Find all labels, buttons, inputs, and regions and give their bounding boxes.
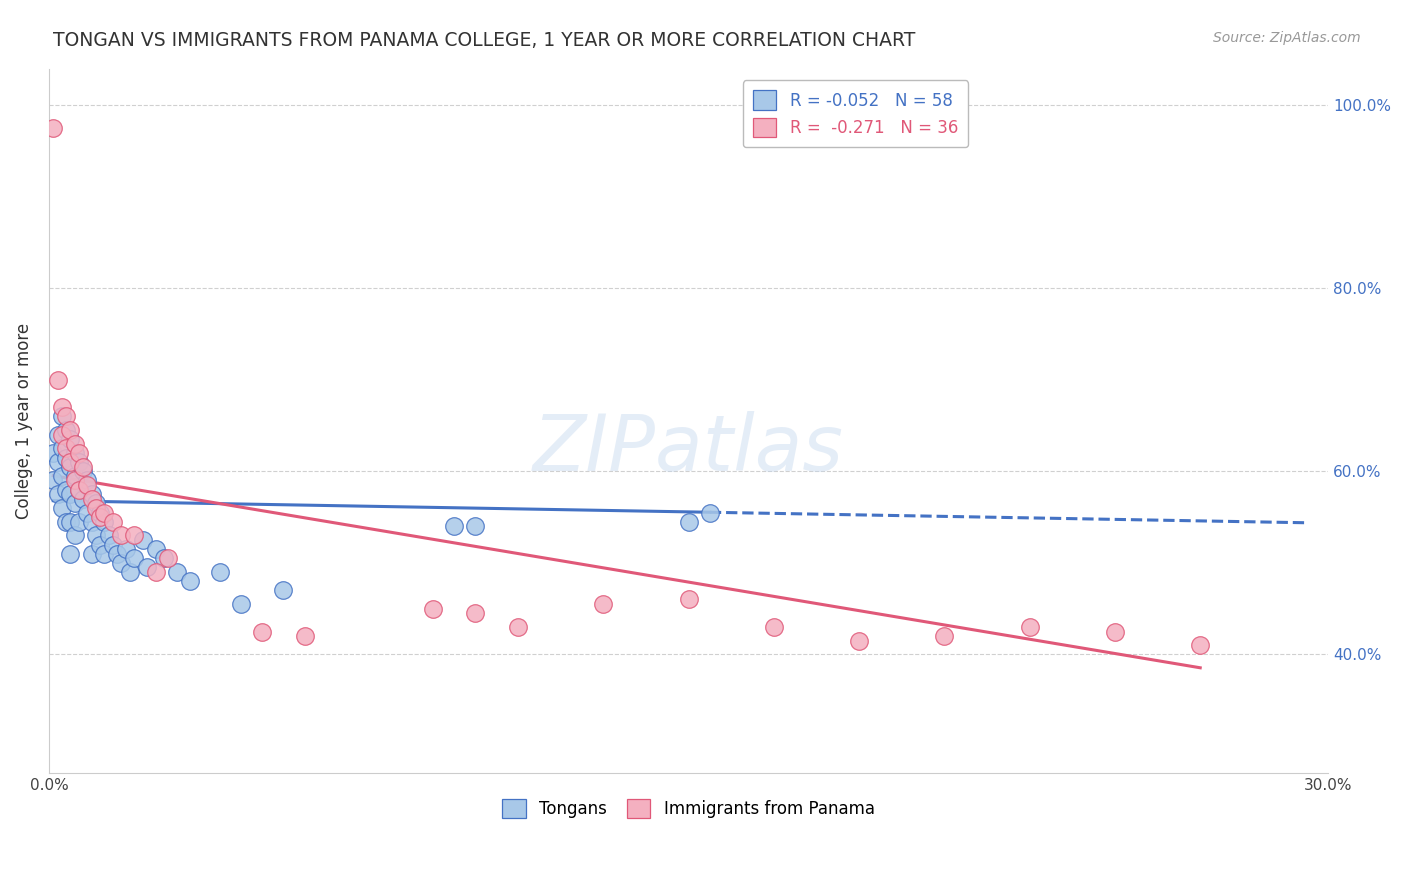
Point <box>110 556 132 570</box>
Point <box>122 551 145 566</box>
Point <box>84 528 107 542</box>
Point <box>59 459 82 474</box>
Point <box>89 537 111 551</box>
Point <box>55 423 77 437</box>
Point <box>145 565 167 579</box>
Point <box>464 519 486 533</box>
Point <box>46 455 69 469</box>
Point <box>294 629 316 643</box>
Point <box>97 528 120 542</box>
Point <box>46 487 69 501</box>
Point <box>80 547 103 561</box>
Point <box>67 446 90 460</box>
Point <box>118 565 141 579</box>
Point <box>1104 624 1126 639</box>
Point <box>114 542 136 557</box>
Point <box>42 121 65 136</box>
Point <box>51 500 73 515</box>
Point <box>59 423 82 437</box>
Point <box>93 506 115 520</box>
Point <box>84 496 107 510</box>
Point <box>84 500 107 515</box>
Point <box>1018 620 1040 634</box>
Point <box>101 537 124 551</box>
Point <box>76 506 98 520</box>
Point <box>132 533 155 547</box>
Point <box>46 427 69 442</box>
Text: Source: ZipAtlas.com: Source: ZipAtlas.com <box>1213 31 1361 45</box>
Point <box>506 620 529 634</box>
Point <box>145 542 167 557</box>
Point <box>67 483 90 497</box>
Point <box>51 442 73 456</box>
Point <box>55 442 77 456</box>
Point <box>76 474 98 488</box>
Point <box>72 491 94 506</box>
Point <box>51 401 73 415</box>
Point <box>72 464 94 478</box>
Point <box>63 528 86 542</box>
Point <box>443 519 465 533</box>
Point <box>67 515 90 529</box>
Point <box>678 515 700 529</box>
Point <box>122 528 145 542</box>
Point <box>101 515 124 529</box>
Point <box>250 624 273 639</box>
Point <box>208 565 231 579</box>
Point <box>55 483 77 497</box>
Point <box>762 620 785 634</box>
Point <box>46 373 69 387</box>
Point <box>59 547 82 561</box>
Point <box>80 491 103 506</box>
Point <box>93 547 115 561</box>
Point <box>42 446 65 460</box>
Point <box>59 487 82 501</box>
Point <box>80 515 103 529</box>
Y-axis label: College, 1 year or more: College, 1 year or more <box>15 323 32 519</box>
Point <box>93 515 115 529</box>
Point <box>80 487 103 501</box>
Text: ZIPatlas: ZIPatlas <box>533 411 844 487</box>
Point <box>464 606 486 620</box>
Point <box>89 510 111 524</box>
Point <box>63 496 86 510</box>
Point <box>166 565 188 579</box>
Point <box>105 547 128 561</box>
Point <box>89 506 111 520</box>
Point <box>51 409 73 424</box>
Point <box>63 446 86 460</box>
Point <box>59 432 82 446</box>
Point <box>55 515 77 529</box>
Point <box>67 455 90 469</box>
Point <box>848 633 870 648</box>
Point <box>51 427 73 442</box>
Point <box>273 583 295 598</box>
Point <box>157 551 180 566</box>
Point <box>592 597 614 611</box>
Point <box>229 597 252 611</box>
Point <box>110 528 132 542</box>
Point <box>1189 638 1212 652</box>
Point <box>76 478 98 492</box>
Point <box>678 592 700 607</box>
Point <box>51 469 73 483</box>
Legend: Tongans, Immigrants from Panama: Tongans, Immigrants from Panama <box>496 792 882 825</box>
Point <box>63 474 86 488</box>
Point <box>153 551 176 566</box>
Point <box>72 459 94 474</box>
Point <box>179 574 201 589</box>
Point <box>699 506 721 520</box>
Point <box>67 483 90 497</box>
Point <box>59 515 82 529</box>
Point <box>63 437 86 451</box>
Point <box>422 601 444 615</box>
Point <box>42 474 65 488</box>
Point <box>59 455 82 469</box>
Point <box>934 629 956 643</box>
Point <box>136 560 159 574</box>
Point <box>63 469 86 483</box>
Point <box>55 409 77 424</box>
Point <box>55 450 77 465</box>
Text: TONGAN VS IMMIGRANTS FROM PANAMA COLLEGE, 1 YEAR OR MORE CORRELATION CHART: TONGAN VS IMMIGRANTS FROM PANAMA COLLEGE… <box>53 31 915 50</box>
